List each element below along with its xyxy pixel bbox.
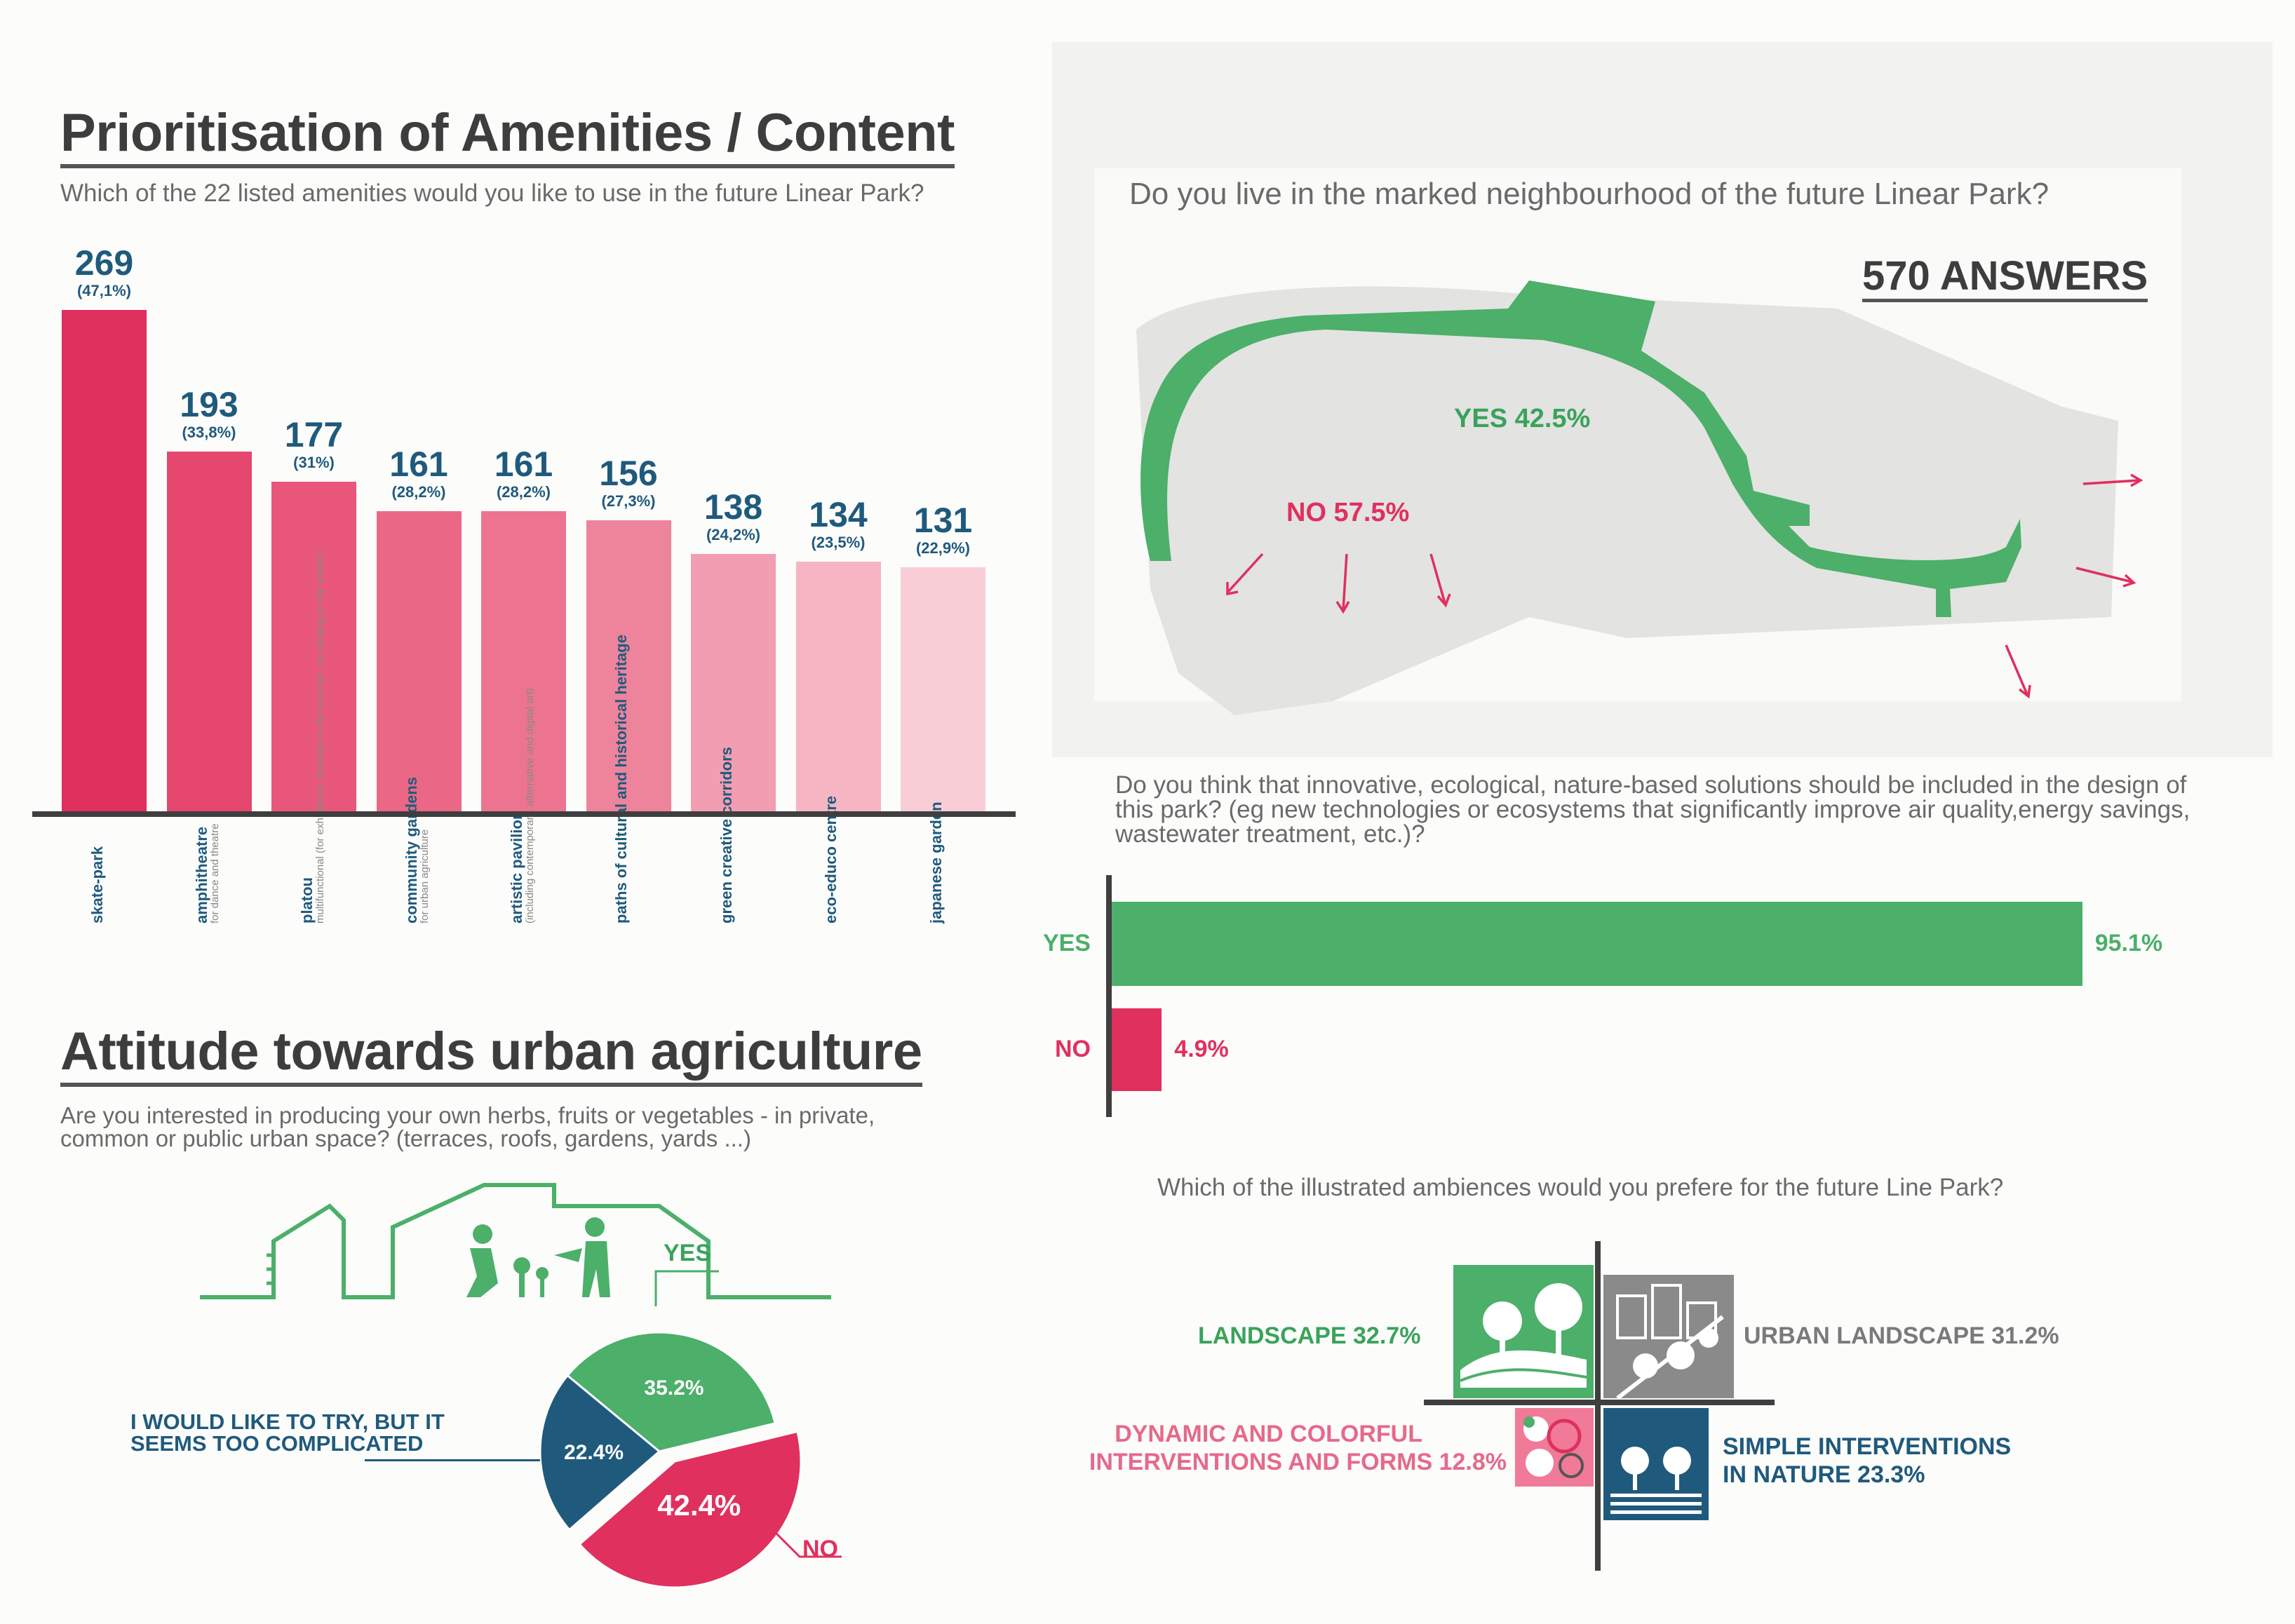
answers-count: 570 ANSWERS [1862,254,2148,302]
hbar-category-label: NO [1055,1036,1091,1062]
map-yes-label: YES 42.5% [1454,404,1591,433]
map-no-label: NO 57.5% [1286,498,1410,527]
simple-label-line2: IN NATURE 23.3% [1723,1461,1925,1488]
amenity-bar [271,481,356,811]
urban-ag-question: Are you interested in producing your own… [60,1102,875,1151]
ambience-horizontal-axis [1424,1400,1775,1405]
ambience-question: Which of the illustrated ambiences would… [1157,1174,2004,1201]
amenity-bar [62,310,147,811]
nbs-bar-chart: YES 95.1% NO 4.9% [1024,869,2287,1122]
amenity-category-label: paths of cultural and historical heritag… [612,635,630,923]
amenity-category-label: community gardens for urban agriculture [403,776,431,923]
amenity-percent-label: (47,1%) [76,282,132,299]
hbar-bar [1112,902,2082,986]
pie-yes-label: YES [664,1240,712,1266]
amenity-bar [586,520,671,811]
amenity-category-label: green creative corridors [717,747,735,923]
amenity-percent-label: (24,2%) [706,526,761,544]
urban-ag-pie-chart: 35.2% 42.4% 22.4% [491,1283,856,1620]
map-area-shape [1136,286,2118,716]
simple-label-line1: SIMPLE INTERVENTIONS [1723,1433,2012,1460]
pie-value-label: 22.4% [564,1441,624,1464]
amenity-value-label: 177 [284,414,344,454]
neighbourhood-question: Do you live in the marked neighbourhood … [1129,177,2050,211]
amenity-bar [481,511,566,811]
pie-yes-leader [654,1270,719,1306]
amenity-percent-label: (27,3%) [601,492,656,510]
pie-try-label: I WOULD LIKE TO TRY, BUT IT SEEMS TOO CO… [130,1409,445,1456]
tree-icon [1621,1447,1691,1490]
hbar-value-label: 4.9% [1174,1036,1229,1062]
amenity-bar [166,452,252,811]
pie-try-leader [365,1459,540,1461]
hbar-value-label: 95.1% [2094,930,2163,956]
amenity-bar [795,561,881,811]
garden-house-illustration [200,1183,831,1299]
amenity-value-label: 161 [494,445,553,485]
gardening-people-icon [466,1217,610,1297]
amenity-value-label: 156 [599,454,658,494]
hbar-category-label: YES [1042,930,1091,956]
amenity-category-label: platou multifunctional (for exhibitions, … [297,553,326,923]
amenity-category-label: artistic pavilion (including contemporary… [507,688,536,923]
amenities-question: Which of the 22 listed amenities would y… [60,180,924,207]
ambience-vertical-axis [1595,1241,1601,1571]
amenity-percent-label: (23,5%) [811,533,866,551]
hbar-bar [1112,1008,1162,1091]
amenity-value-label: 138 [704,487,763,527]
neighbourhood-map [1136,280,2143,716]
amenity-category-label: skate-park [88,846,106,923]
urban-landscape-label: URBAN LANDSCAPE 31.2% [1744,1322,2059,1349]
nbs-question: Do you think that innovative, ecological… [1115,771,2190,848]
park-corridor-shape [1140,280,2021,617]
pie-value-label: 35.2% [644,1376,704,1400]
amenities-title: Prioritisation of Amenities / Content [60,105,955,168]
amenity-category-label: japanese garden [927,801,945,923]
amenity-value-label: 193 [180,385,238,424]
amenity-percent-label: (31%) [293,453,335,471]
amenity-percent-label: (33,8%) [182,424,236,441]
hbar-axis [1106,875,1112,1117]
pie-slice [539,1374,661,1531]
simple-interventions-tile [1603,1408,1709,1520]
pie-value-label: 42.4% [657,1489,741,1522]
dynamic-colorful-tile [1515,1408,1594,1487]
amenity-percent-label: (28,2%) [391,483,446,501]
pie-slice [578,1430,802,1589]
landscape-tile [1453,1265,1594,1398]
amenity-bar [376,511,462,811]
dynamic-label-line2: INTERVENTIONS AND FORMS 12.8% [1089,1449,1507,1475]
landscape-label: LANDSCAPE 32.7% [1198,1322,1421,1349]
no-arrows-group [1226,473,2143,699]
pie-no-label: NO [802,1536,838,1562]
amenity-bar [901,567,985,811]
amenity-bar [691,554,776,811]
pie-svg: 35.2% 42.4% 22.4% [539,1331,802,1589]
amenity-category-label: amphitheatre for dance and theatre [193,823,222,923]
amenity-value-label: 131 [913,500,973,540]
amenity-percent-label: (28,2%) [496,483,551,501]
urban-landscape-tile [1603,1275,1734,1398]
dynamic-label-line1: DYNAMIC AND COLORFUL [1115,1421,1422,1447]
amenity-value-label: 269 [74,243,134,283]
chart-baseline [32,811,1016,817]
pie-no-leader [746,1503,842,1558]
amenity-value-label: 161 [389,445,448,485]
amenities-bar-chart: 269 (47,1%) skate-park 193 (33,8%) amphitheat… [0,0,1024,996]
urban-ag-title: Attitude towards urban agriculture [60,1024,922,1087]
tree-icon [1483,1283,1582,1363]
pie-slice [565,1331,776,1453]
amenity-percent-label: (22,9%) [915,539,971,557]
amenity-value-label: 134 [809,494,868,534]
